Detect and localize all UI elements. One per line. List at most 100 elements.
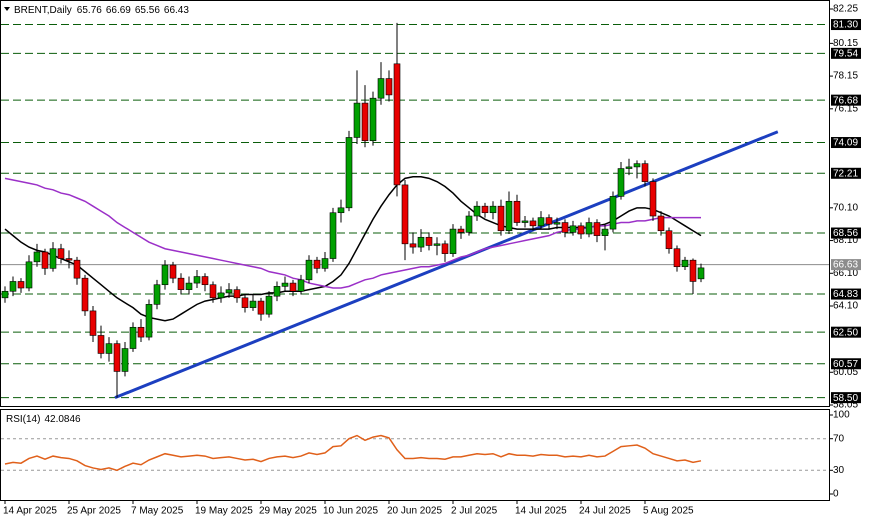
rsi-y-tick-label: 70: [833, 433, 845, 444]
candle-body: [401, 184, 409, 245]
level-box: [831, 288, 861, 300]
candle-body: [561, 222, 569, 233]
candle-body: [201, 276, 209, 286]
candle-body: [609, 196, 617, 230]
rsi-title: RSI(14): [6, 414, 40, 425]
level-box: [831, 358, 861, 370]
candle-body: [233, 289, 241, 299]
candle-body: [161, 264, 169, 286]
candle-body: [49, 248, 57, 269]
candle-body: [273, 286, 281, 297]
x-tick-label: 2 Jul 2025: [451, 506, 498, 517]
y-tick-label: 68.10: [833, 235, 858, 246]
candle-body: [481, 205, 489, 214]
candle-body: [457, 228, 465, 233]
rsi-y-tick-label: 100: [833, 410, 850, 421]
candle-body: [529, 220, 537, 227]
high: 66.69: [106, 5, 131, 16]
candle-body: [137, 326, 145, 338]
x-tick-label: 19 May 2025: [195, 506, 253, 517]
candle-body: [81, 277, 89, 312]
rsi-header: RSI(14) 42.0846: [6, 414, 81, 425]
candle-body: [553, 222, 561, 225]
candle-body: [657, 215, 665, 232]
candle-body: [297, 279, 305, 292]
candle-body: [521, 220, 529, 223]
candle-body: [473, 205, 481, 217]
level-box: [831, 167, 861, 179]
level-label: 58.50: [833, 393, 858, 404]
rsi-panel-frame: [0, 409, 830, 501]
candle-body: [57, 248, 65, 259]
candle-body: [593, 222, 601, 236]
candle-body: [17, 281, 25, 289]
candle-body: [417, 236, 425, 248]
moving-average: [4, 177, 701, 289]
candle-body: [1, 290, 9, 299]
candle-body: [121, 348, 129, 372]
candle-body: [545, 217, 553, 225]
candle-body: [441, 243, 449, 254]
y-tick-label: 66.10: [833, 268, 858, 279]
rsi-last: 42.0846: [44, 414, 81, 425]
candle-body: [673, 248, 681, 268]
candle-body: [681, 259, 689, 268]
candle-body: [337, 207, 345, 214]
candle-body: [385, 78, 393, 96]
level-label: 81.30: [833, 20, 858, 31]
level-box: [831, 19, 861, 31]
candle-body: [393, 63, 401, 186]
candle-body: [217, 292, 225, 299]
y-tick-label: 70.10: [833, 202, 858, 213]
candle-body: [577, 225, 585, 235]
x-tick-label: 24 Jul 2025: [579, 506, 631, 517]
candle-body: [113, 343, 121, 372]
candle-body: [313, 259, 321, 269]
candle-body: [193, 276, 201, 284]
candle-body: [537, 217, 545, 227]
level-label: 79.54: [833, 48, 858, 59]
candle-body: [585, 222, 593, 235]
plot-area: [1, 22, 829, 472]
candle-body: [689, 259, 697, 282]
candle-body: [497, 205, 505, 232]
level-label: 62.50: [833, 327, 858, 338]
y-tick-label: 60.05: [833, 367, 858, 378]
candle-body: [33, 251, 41, 263]
candle-body: [41, 251, 49, 269]
level-label: 64.83: [833, 289, 858, 300]
candle-body: [353, 102, 361, 138]
level-label: 60.57: [833, 359, 858, 370]
candle-body: [73, 259, 81, 279]
candle-body: [305, 259, 313, 281]
open: 65.76: [77, 5, 102, 16]
last-price-label: 66.63: [833, 260, 858, 271]
axes: 82.25 80.15 78.15 76.15 70.10 68.10 66.10 64.10…: [3, 4, 861, 517]
level-box: [831, 137, 861, 149]
level-box: [831, 47, 861, 59]
y-tick-label: 78.15: [833, 71, 858, 82]
symbol: BRENT,Daily: [14, 5, 72, 16]
candle-body: [97, 335, 105, 354]
x-tick-label: 7 May 2025: [131, 506, 184, 517]
candle-body: [145, 304, 153, 338]
candle-body: [345, 137, 353, 209]
candle-body: [25, 261, 33, 289]
x-tick-label: 14 Apr 2025: [3, 506, 57, 517]
x-tick-label: 20 Jun 2025: [387, 506, 442, 517]
candle-body: [281, 282, 289, 287]
x-tick-label: 14 Jul 2025: [515, 506, 567, 517]
chart-header: BRENT,Daily 65.76 66.69 65.56 66.43: [14, 5, 189, 16]
level-box: [831, 392, 861, 404]
candle-body: [241, 297, 249, 308]
y-tick-label: 64.10: [833, 301, 858, 312]
level-label: 68.56: [833, 228, 858, 239]
candle-body: [321, 258, 329, 269]
candle-body: [329, 212, 337, 259]
candle-body: [641, 163, 649, 182]
level-label: 76.68: [833, 95, 858, 106]
candle-body: [257, 300, 265, 315]
price-panel-frame: [0, 0, 830, 407]
candle-body: [433, 243, 441, 246]
